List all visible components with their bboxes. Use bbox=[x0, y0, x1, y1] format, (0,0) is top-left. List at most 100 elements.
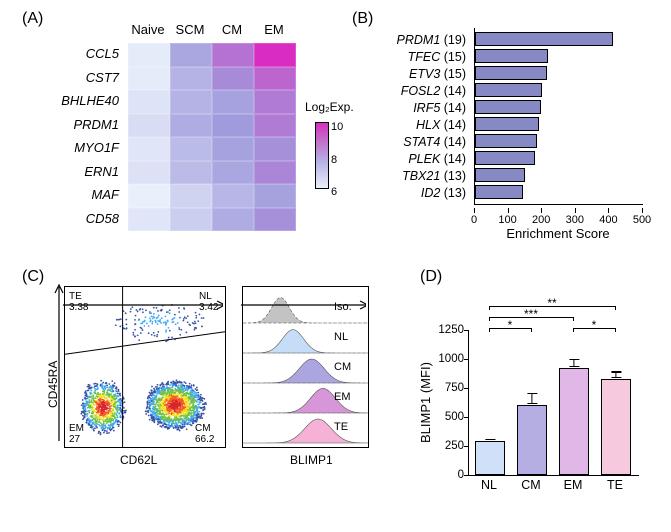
barB-label: ETV3 (15) bbox=[370, 66, 470, 83]
colorbar-tick: 6 bbox=[331, 187, 337, 198]
heatmap-row-labels: CCL5CST7BHLHE40PRDM1MYO1FERN1MAFCD58 bbox=[45, 42, 123, 230]
barB-xtick: 300 bbox=[566, 214, 584, 226]
heatmap-cell bbox=[212, 90, 254, 114]
heatmap-row: CST7 bbox=[45, 66, 123, 90]
heatmap-panel: NaiveSCMCMEM CCL5CST7BHLHE40PRDM1MYO1FER… bbox=[45, 22, 340, 232]
colorbar-title: Log₂Exp. bbox=[305, 100, 354, 114]
sig-star: * bbox=[508, 318, 513, 332]
error-bar bbox=[489, 439, 490, 441]
barD-ytick: 250 bbox=[445, 440, 464, 452]
barD-y-title: BLIMP1 (MFI) bbox=[418, 362, 433, 443]
flow-panel: CD45RA TE3.38NL3.42EM27CM66.2 CD62L Iso.… bbox=[42, 278, 362, 508]
heatmap-col: CM bbox=[211, 22, 253, 37]
barD-ytick: 750 bbox=[445, 382, 464, 394]
heatmap-cell bbox=[212, 184, 254, 208]
enrichment-bar-panel: PRDM1 (19)TFEC (15)ETV3 (15)FOSL2 (14)IR… bbox=[370, 22, 655, 232]
enrichment-bar bbox=[475, 49, 548, 63]
heatmap-cell bbox=[128, 137, 170, 161]
sig-star: *** bbox=[524, 307, 538, 321]
heatmap-cell bbox=[128, 184, 170, 208]
heatmap-cell bbox=[170, 67, 212, 91]
barB-label: HLX (14) bbox=[370, 117, 470, 134]
barB-label: PLEK (14) bbox=[370, 151, 470, 168]
mfi-bar bbox=[559, 368, 589, 475]
heatmap-cell bbox=[170, 137, 212, 161]
heatmap-cell bbox=[212, 137, 254, 161]
barB-label: PRDM1 (19) bbox=[370, 32, 470, 49]
heatmap-cell bbox=[170, 184, 212, 208]
histogram-trace-label: CM bbox=[334, 352, 352, 382]
heatmap-col: EM bbox=[253, 22, 295, 37]
heatmap-cell bbox=[170, 90, 212, 114]
heatmap-cell bbox=[128, 114, 170, 138]
heatmap-cell bbox=[128, 161, 170, 185]
heatmap-cell bbox=[212, 114, 254, 138]
heatmap-cell bbox=[254, 137, 296, 161]
panel-a-label: (A) bbox=[22, 10, 43, 28]
enrichment-bar bbox=[475, 117, 539, 131]
barB-plot-area bbox=[474, 28, 643, 205]
barD-xtick: TE bbox=[607, 478, 623, 492]
heatmap-row: MYO1F bbox=[45, 136, 123, 160]
barB-xtick: 400 bbox=[599, 214, 617, 226]
scatter-x-label: CD62L bbox=[120, 453, 157, 467]
barB-xtick: 100 bbox=[498, 214, 516, 226]
histogram-trace-label: TE bbox=[334, 412, 352, 442]
heatmap-cell bbox=[254, 67, 296, 91]
heatmap-col: Naive bbox=[127, 22, 169, 37]
heatmap-cell bbox=[254, 90, 296, 114]
barB-row-labels: PRDM1 (19)TFEC (15)ETV3 (15)FOSL2 (14)IR… bbox=[370, 32, 470, 202]
histogram-trace-label: Iso. bbox=[334, 292, 352, 322]
barD-xtick: CM bbox=[521, 478, 540, 492]
heatmap-cell bbox=[212, 161, 254, 185]
barB-label: TFEC (15) bbox=[370, 49, 470, 66]
enrichment-bar bbox=[475, 83, 542, 97]
heatmap-cell bbox=[170, 43, 212, 67]
heatmap-cell bbox=[254, 114, 296, 138]
quadrant-label: TE3.38 bbox=[69, 291, 88, 313]
heatmap-cell bbox=[254, 184, 296, 208]
heatmap-row: BHLHE40 bbox=[45, 89, 123, 113]
barD-ytick: 1250 bbox=[438, 324, 464, 336]
heatmap-cell bbox=[170, 208, 212, 232]
panel-d-label: (D) bbox=[420, 268, 442, 286]
histogram-x-label: BLIMP1 bbox=[290, 453, 333, 467]
histogram-trace-label: NL bbox=[334, 322, 352, 352]
barB-label: FOSL2 (14) bbox=[370, 83, 470, 100]
enrichment-bar bbox=[475, 168, 525, 182]
barB-label: IRF5 (14) bbox=[370, 100, 470, 117]
heatmap-row: CD58 bbox=[45, 207, 123, 231]
heatmap-col: SCM bbox=[169, 22, 211, 37]
heatmap-row: CCL5 bbox=[45, 42, 123, 66]
significance-brackets: ******* bbox=[468, 298, 638, 332]
mfi-bar bbox=[517, 405, 547, 475]
barB-xtick: 500 bbox=[633, 214, 651, 226]
sig-star: ** bbox=[547, 296, 556, 310]
mfi-bar-panel: BLIMP1 (MFI) 025050075010001250 NLCMEMTE… bbox=[420, 298, 650, 513]
histogram-trace-label: EM bbox=[334, 382, 352, 412]
heatmap-cell bbox=[128, 208, 170, 232]
barD-xtick: EM bbox=[564, 478, 583, 492]
enrichment-bar bbox=[475, 100, 541, 114]
heatmap-cell bbox=[254, 43, 296, 67]
enrichment-bar bbox=[475, 185, 523, 199]
barB-xtick: 0 bbox=[471, 214, 477, 226]
barD-ytick: 1000 bbox=[438, 353, 464, 365]
barD-ytick: 500 bbox=[445, 411, 464, 423]
error-bar bbox=[615, 371, 616, 377]
sig-star: * bbox=[592, 318, 597, 332]
quadrant-label: EM27 bbox=[69, 423, 84, 445]
flow-scatter-plot: TE3.38NL3.42EM27CM66.2 bbox=[64, 286, 226, 448]
mfi-bar bbox=[475, 441, 505, 475]
barB-x-ticks: 0100200300400500 bbox=[474, 208, 642, 224]
heatmap-cell bbox=[170, 114, 212, 138]
barB-label: TBX21 (13) bbox=[370, 168, 470, 185]
barB-x-title: Enrichment Score bbox=[474, 226, 642, 241]
heatmap-column-headers: NaiveSCMCMEM bbox=[127, 22, 295, 37]
error-bar bbox=[573, 359, 574, 367]
barB-xtick: 200 bbox=[532, 214, 550, 226]
quadrant-label: CM66.2 bbox=[195, 423, 214, 445]
heatmap-cell bbox=[128, 43, 170, 67]
colorbar-tick: 10 bbox=[331, 122, 343, 133]
colorbar bbox=[315, 122, 329, 189]
